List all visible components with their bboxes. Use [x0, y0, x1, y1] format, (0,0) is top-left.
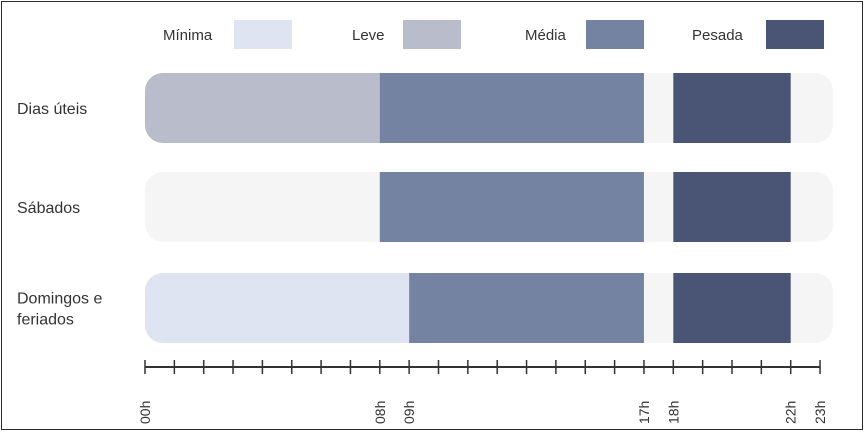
- legend-swatch-0: [234, 20, 292, 49]
- x-tick-label-1: 08h: [372, 401, 388, 424]
- legend-swatch-1: [403, 20, 461, 49]
- legend-swatch-2: [586, 20, 644, 49]
- x-tick-label-0: 00h: [137, 401, 153, 424]
- row-2-segment-0: [145, 273, 410, 343]
- row-1-segment-1: [673, 172, 791, 242]
- legend-label-0: Mínima: [163, 27, 213, 44]
- legend-swatch-3: [766, 20, 824, 49]
- row-2-segment-1: [409, 273, 644, 343]
- x-tick-label-3: 17h: [636, 401, 652, 424]
- row-0-segment-2: [673, 73, 791, 143]
- legend-label-2: Média: [525, 27, 567, 44]
- row-label-2-1: feriados: [17, 312, 74, 329]
- legend-label-3: Pesada: [692, 27, 744, 44]
- x-tick-label-4: 18h: [665, 401, 681, 424]
- row-label-0-0: Dias úteis: [17, 101, 87, 118]
- x-tick-label-6: 23h: [812, 401, 828, 424]
- row-label-1-0: Sábados: [17, 200, 80, 217]
- row-1-segment-0: [379, 172, 644, 242]
- x-tick-label-2: 09h: [401, 401, 417, 424]
- row-label-2-0: Domingos e: [17, 291, 102, 308]
- row-0-segment-1: [379, 73, 644, 143]
- row-2-segment-2: [673, 273, 791, 343]
- row-0-segment-0: [145, 73, 380, 143]
- legend-label-1: Leve: [352, 27, 385, 44]
- x-tick-label-5: 22h: [783, 401, 799, 424]
